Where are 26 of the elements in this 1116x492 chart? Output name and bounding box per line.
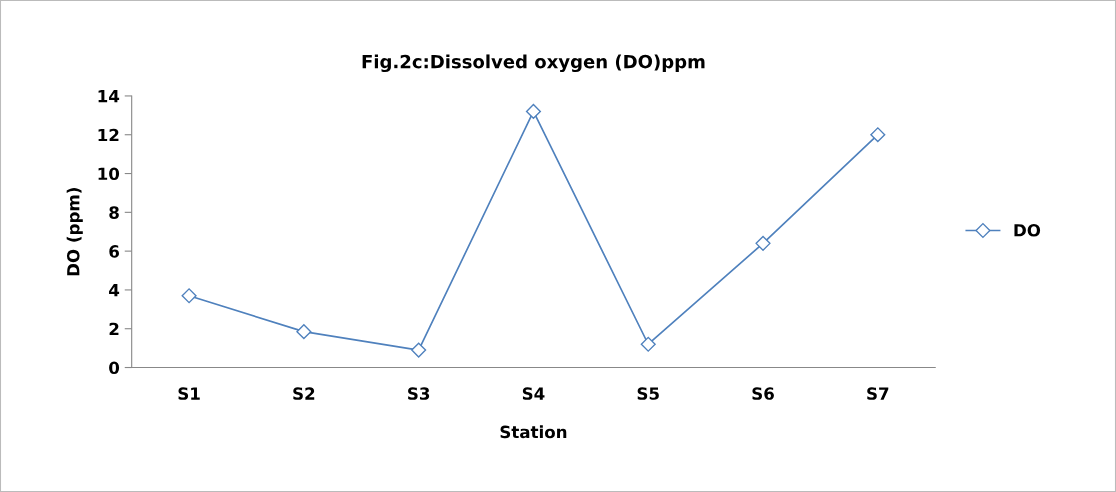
point [296,324,312,340]
y-tick-label: 12 [98,128,119,142]
y-tick-label: 4 [109,284,120,297]
point [640,336,656,352]
y-tick-label: 0 [109,361,120,375]
point [870,127,886,143]
x-tick-label: S6 [752,387,774,400]
chart-title: Fig.2c:Dissolved oxygen (DO)ppm [362,54,705,73]
y-tick-label: 6 [109,245,119,258]
legend-label: DO [1014,223,1041,237]
x-tick-label: S5 [637,387,659,400]
x-axis-title: Station [500,425,567,439]
point [755,235,771,251]
x-tick-label: S4 [522,387,545,400]
point [181,288,197,304]
y-tick-label: 10 [98,167,120,181]
y-tick-label: 8 [109,206,119,219]
point [411,342,427,358]
x-tick-label: S1 [178,387,200,400]
y-axis-title: DO (ppm) [66,188,83,276]
point [525,103,542,120]
y-tick-label: 14 [98,90,120,103]
x-tick-label: S7 [867,387,889,400]
x-tick-label: S2 [293,387,315,400]
x-tick-label: S3 [408,387,430,400]
y-tick-label: 2 [109,322,119,336]
